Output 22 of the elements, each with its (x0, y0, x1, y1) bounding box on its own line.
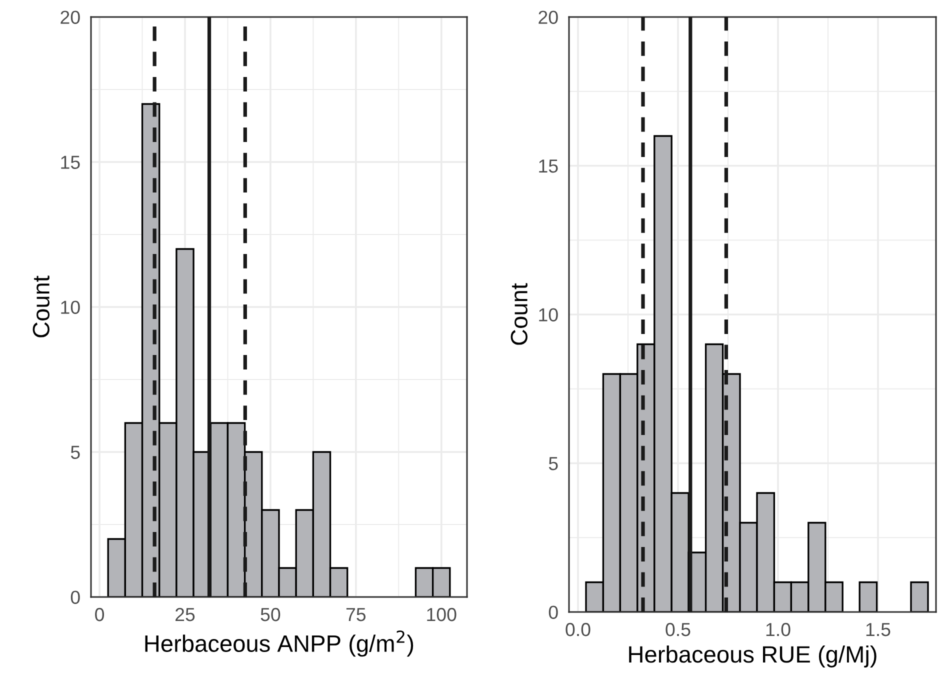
y-axis-title: Count (510, 283, 528, 345)
y-tick-label: 20 (60, 10, 80, 24)
y-tick-label: 15 (61, 156, 80, 169)
x-tick-label: 1.0 (766, 622, 790, 636)
x-tick-label: 100 (427, 608, 456, 622)
x-tick-label: 0.0 (566, 622, 590, 636)
x-tick-label: 0.5 (666, 622, 690, 636)
y-axis-title: Count (32, 276, 50, 338)
x-tick-label: 0 (95, 608, 104, 622)
y-tick-label: 5 (548, 457, 558, 470)
x-axis-title: Herbaceous RUE (g/Mj) (629, 645, 876, 668)
x-tick-label: 50 (260, 608, 280, 622)
x-tick-label: 75 (346, 608, 366, 622)
y-tick-label: 20 (538, 10, 558, 24)
y-tick-label: 0 (70, 590, 80, 604)
x-axis-title: Herbaceous ANPP (g/m$^{2}$) (145, 630, 414, 657)
x-tick-label: 25 (176, 608, 195, 622)
y-tick-label: 10 (61, 300, 80, 314)
y-tick-label: 15 (539, 160, 558, 173)
x-tick-label: 1.5 (866, 623, 890, 636)
y-tick-label: 5 (70, 446, 80, 459)
y-tick-label: 10 (539, 308, 558, 322)
